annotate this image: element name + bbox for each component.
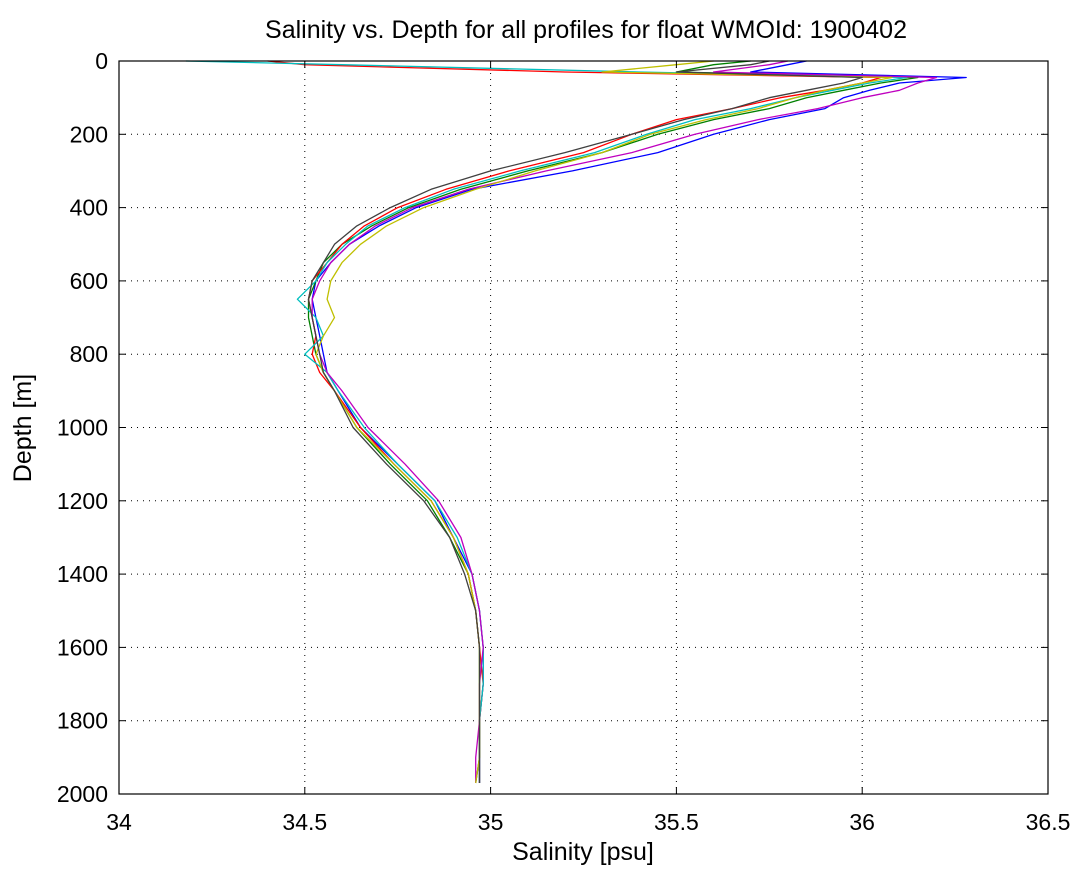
plot-frame [118, 60, 1049, 795]
grid-lines [119, 61, 1048, 794]
y-tick-label: 1800 [57, 708, 108, 734]
profile-series [185, 60, 967, 784]
salinity-profile-line [185, 60, 908, 783]
x-tick-label: 35.5 [654, 809, 699, 835]
y-tick-label: 400 [70, 195, 108, 221]
x-tick-label: 36 [849, 809, 875, 835]
y-tick-label: 1400 [57, 561, 108, 587]
x-tick-label: 36.5 [1026, 809, 1071, 835]
salinity-profile-line [307, 60, 919, 784]
y-axis-label: Depth [m] [9, 374, 37, 482]
y-tick-label: 1600 [57, 634, 108, 660]
x-tick-label: 34 [106, 809, 132, 835]
y-tick-label: 800 [70, 341, 108, 367]
y-tick-label: 0 [95, 48, 108, 74]
y-tick-label: 600 [70, 268, 108, 294]
x-axis-label: Salinity [psu] [512, 838, 654, 866]
axis-ticks: 34 34.5 35 35.5 36 36.5 0 200 400 600 800 1000 1200 1… [57, 48, 1071, 835]
x-tick-label: 35 [478, 809, 504, 835]
y-tick-label: 1200 [57, 488, 108, 514]
x-tick-label: 34.5 [282, 809, 327, 835]
salinity-profile-line [307, 60, 863, 783]
salinity-profile-line [311, 60, 938, 783]
y-tick-label: 200 [70, 121, 108, 147]
y-tick-label: 2000 [57, 781, 108, 807]
y-tick-label: 1000 [57, 415, 108, 441]
salinity-profile-line [315, 60, 893, 784]
chart-title: Salinity vs. Depth for all profiles for … [265, 16, 907, 44]
salinity-profile-line [311, 60, 967, 783]
